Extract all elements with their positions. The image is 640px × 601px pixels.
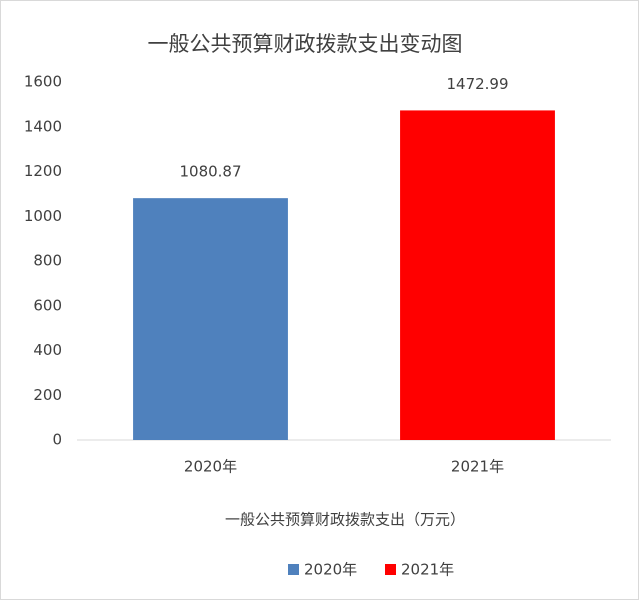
legend-swatch <box>288 564 299 575</box>
bar <box>133 198 288 440</box>
bar <box>400 110 555 440</box>
y-tick-label: 1200 <box>24 162 62 180</box>
y-tick-label: 1600 <box>24 73 62 91</box>
y-tick-label: 200 <box>33 386 62 404</box>
legend-label: 2021年 <box>401 561 454 579</box>
y-tick-label: 0 <box>52 431 62 449</box>
y-tick-label: 600 <box>33 296 62 314</box>
x-tick-label: 2021年 <box>451 458 504 476</box>
value-label: 1080.87 <box>179 163 241 181</box>
x-axis-title: 一般公共预算财政拨款支出（万元） <box>225 511 465 529</box>
y-tick-label: 1000 <box>24 207 62 225</box>
y-tick-label: 800 <box>33 252 62 270</box>
y-tick-label: 1400 <box>24 117 62 135</box>
chart-title: 一般公共预算财政拨款支出变动图 <box>148 32 463 56</box>
x-tick-label: 2020年 <box>184 458 237 476</box>
value-label: 1472.99 <box>446 75 508 93</box>
legend-label: 2020年 <box>304 561 357 579</box>
y-tick-label: 400 <box>33 341 62 359</box>
legend-swatch <box>385 564 396 575</box>
